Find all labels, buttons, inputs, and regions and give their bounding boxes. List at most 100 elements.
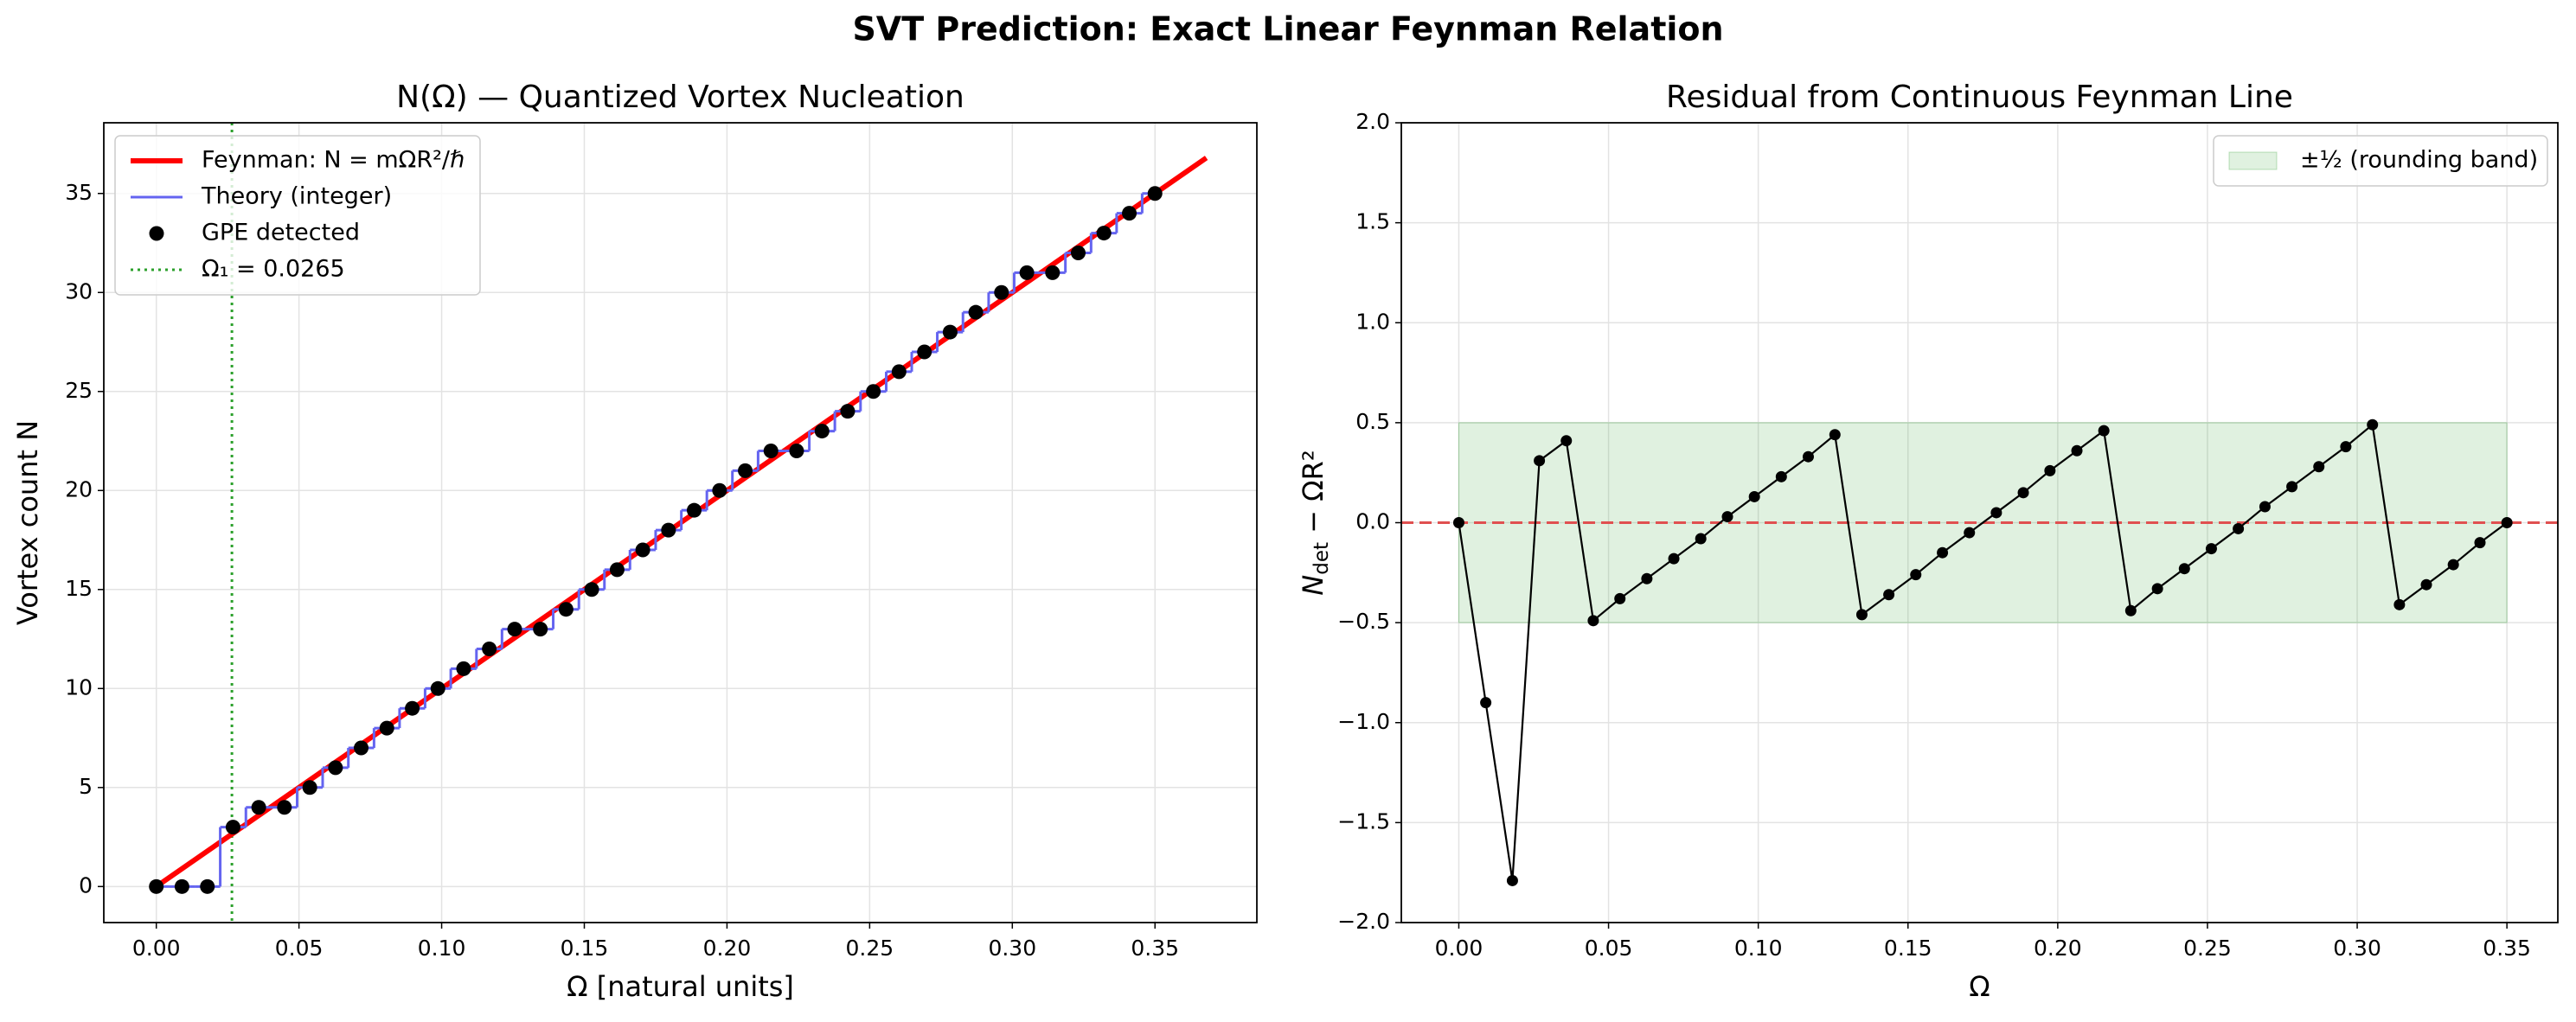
data-point xyxy=(379,720,394,736)
figure-title: SVT Prediction: Exact Linear Feynman Rel… xyxy=(852,10,1723,48)
data-point xyxy=(558,602,574,617)
y-tick-label: −1.5 xyxy=(1337,808,1390,834)
data-point xyxy=(2071,444,2083,457)
legend-label: Feynman: N = mΩR²/ℏ xyxy=(202,147,465,174)
data-point xyxy=(174,878,189,894)
series-line xyxy=(1458,423,2508,881)
data-point xyxy=(2017,487,2029,499)
y-tick-label: 2.0 xyxy=(1355,109,1390,134)
x-tick-label: 0.20 xyxy=(703,936,752,961)
plot-area xyxy=(104,123,1257,923)
data-point xyxy=(2501,517,2513,528)
data-point xyxy=(2178,563,2190,575)
legend-label: ±½ (rounding band) xyxy=(2300,147,2538,174)
data-point xyxy=(2286,481,2298,493)
legend-patch xyxy=(2228,151,2278,170)
data-point xyxy=(251,800,266,815)
data-point xyxy=(482,641,497,656)
y-tick-label: 1.5 xyxy=(1355,209,1390,234)
data-point xyxy=(2447,559,2459,571)
x-tick-label: 0.10 xyxy=(418,936,466,961)
y-tick-label: 5 xyxy=(79,774,93,799)
axes-frame xyxy=(1400,122,2559,923)
data-point xyxy=(1506,874,1518,886)
data-point xyxy=(1641,572,1653,584)
y-tick-label: 20 xyxy=(65,476,93,501)
data-point xyxy=(1721,511,1733,523)
data-point xyxy=(1096,226,1112,241)
data-point xyxy=(430,680,445,696)
x-tick-label: 0.00 xyxy=(1435,936,1483,961)
legend-label: GPE detected xyxy=(202,220,360,246)
data-point xyxy=(2044,464,2056,476)
x-tick-label: 0.35 xyxy=(2483,936,2531,961)
y-axis-label: Vortex count N xyxy=(11,420,44,625)
data-point xyxy=(533,622,548,637)
x-tick-label: 0.20 xyxy=(2034,936,2082,961)
data-point xyxy=(2098,425,2110,437)
data-point xyxy=(2420,578,2432,591)
y-tick-label: 35 xyxy=(65,180,93,205)
x-tick-label: 0.15 xyxy=(1884,936,1932,961)
data-point xyxy=(763,443,779,458)
data-point xyxy=(1829,429,1841,441)
data-point xyxy=(635,542,650,558)
data-point xyxy=(2124,604,2137,616)
data-point xyxy=(609,562,625,578)
data-point xyxy=(354,740,369,756)
legend-marker xyxy=(149,226,164,241)
data-point xyxy=(200,878,215,894)
data-point xyxy=(1802,450,1814,463)
data-point xyxy=(2233,522,2245,534)
data-point xyxy=(2205,543,2217,555)
data-point xyxy=(1910,569,1922,581)
data-point xyxy=(2474,537,2486,549)
x-tick-label: 0.30 xyxy=(2333,936,2381,961)
data-point xyxy=(1587,615,1599,627)
x-tick-label: 0.35 xyxy=(1131,936,1179,961)
y-tick-label: −1.0 xyxy=(1337,709,1390,734)
data-point xyxy=(1775,470,1787,482)
y-tick-label: 0 xyxy=(79,872,93,897)
x-axis-label: Ω xyxy=(1969,970,1990,1003)
data-point xyxy=(814,424,830,439)
data-point xyxy=(1452,517,1464,528)
data-point xyxy=(1560,435,1573,447)
data-point xyxy=(584,582,599,597)
data-point xyxy=(225,820,240,835)
data-point xyxy=(686,502,702,518)
y-label-main: N xyxy=(1297,575,1330,596)
x-axis-label: Ω [natural units] xyxy=(567,970,794,1003)
x-tick-label: 0.25 xyxy=(2183,936,2232,961)
y-tick-label: 0.5 xyxy=(1355,409,1390,434)
plot-area xyxy=(1401,123,2558,923)
x-tick-label: 0.00 xyxy=(132,936,181,961)
data-point xyxy=(1614,592,1626,604)
data-point xyxy=(1534,455,1546,467)
y-tick-label: 30 xyxy=(65,278,93,303)
data-point xyxy=(1964,527,1976,539)
x-tick-label: 0.05 xyxy=(1585,936,1633,961)
y-tick-label: 0.0 xyxy=(1355,509,1390,534)
data-point xyxy=(1748,490,1760,502)
data-point xyxy=(302,780,317,795)
axes-title: Residual from Continuous Feynman Line xyxy=(1666,80,2293,115)
data-point xyxy=(1695,533,1707,545)
data-point xyxy=(1855,609,1868,621)
legend-label: Theory (integer) xyxy=(201,183,392,210)
data-point xyxy=(2259,501,2271,513)
data-point xyxy=(1668,553,1680,565)
y-tick-label: −0.5 xyxy=(1337,609,1390,634)
data-point xyxy=(277,800,292,815)
data-point xyxy=(1883,589,1895,601)
x-tick-label: 0.30 xyxy=(988,936,1036,961)
data-point xyxy=(456,661,471,676)
data-point xyxy=(1147,186,1163,201)
data-point xyxy=(1019,265,1035,280)
data-point xyxy=(968,304,984,320)
y-tick-label: 1.0 xyxy=(1355,309,1390,334)
data-point xyxy=(1122,206,1137,221)
x-tick-label: 0.05 xyxy=(275,936,324,961)
y-axis-label: Ndet − ΩR² xyxy=(1297,450,1333,595)
